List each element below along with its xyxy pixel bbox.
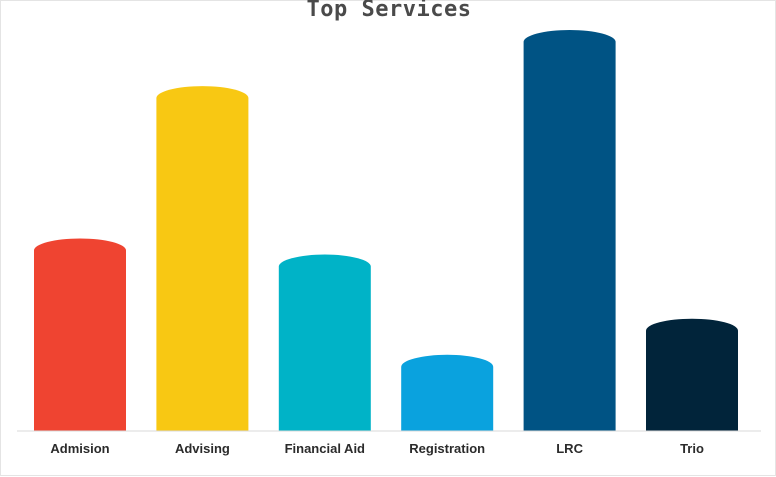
x-tick-label: Registration bbox=[409, 441, 485, 456]
x-tick-labels: Admision Advising Financial Aid Registratio… bbox=[50, 441, 704, 456]
bar-lrc bbox=[523, 30, 616, 431]
x-tick-label: Advising bbox=[175, 441, 230, 456]
chart-title: Top Services bbox=[306, 0, 472, 22]
bar-advising bbox=[156, 86, 249, 431]
bar-financial-aid bbox=[278, 254, 371, 431]
x-tick-label: Financial Aid bbox=[285, 441, 365, 456]
bar-trio bbox=[646, 318, 738, 431]
x-tick-label: Admision bbox=[50, 441, 109, 456]
bar-registration bbox=[401, 354, 494, 431]
x-tick-label: LRC bbox=[556, 441, 583, 456]
x-tick-label: Trio bbox=[680, 441, 704, 456]
bar-admision bbox=[34, 238, 126, 431]
bars-group bbox=[34, 30, 738, 431]
